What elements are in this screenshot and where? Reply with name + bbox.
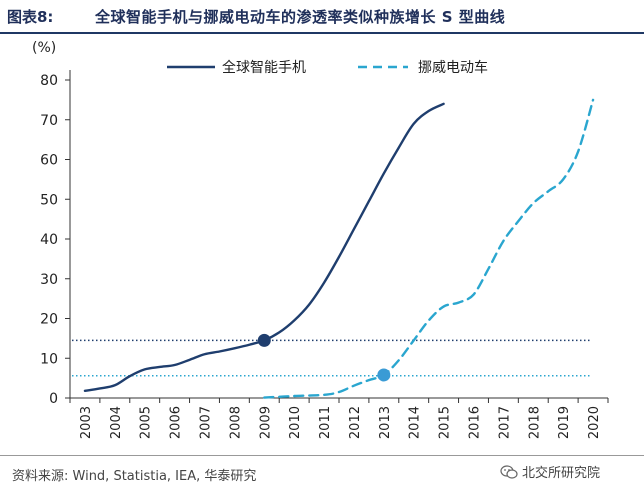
y-tick-label: 80 xyxy=(40,73,58,89)
x-tick-label: 2018 xyxy=(527,406,542,439)
y-tick-label: 10 xyxy=(40,351,58,367)
highlight-marker xyxy=(377,368,391,382)
chart-svg: 0 10 20 30 40 50 60 70 80 2003 2004 2005 2006 2007 200… xyxy=(40,59,609,439)
y-tick-label: 0 xyxy=(49,391,58,407)
y-tick-label: 70 xyxy=(40,113,58,129)
watermark-text: 北交所研究院 xyxy=(522,466,601,481)
x-tick-label: 2004 xyxy=(109,406,124,439)
x-tick-label: 2009 xyxy=(258,406,273,439)
figure-label: 图表8: xyxy=(7,8,54,26)
x-tick-label: 2015 xyxy=(438,406,453,439)
footer: 资料来源: Wind, Statistia, IEA, 华泰研究 北交所研究院 xyxy=(0,455,644,490)
x-tick-label: 2013 xyxy=(378,406,393,439)
x-tick-label: 2010 xyxy=(288,406,303,439)
x-tick-label: 2019 xyxy=(557,406,572,439)
x-tick-label: 2014 xyxy=(408,406,423,439)
x-tick-label: 2005 xyxy=(139,406,154,439)
x-tick-label: 2006 xyxy=(169,406,184,439)
y-tick-label: 50 xyxy=(40,192,58,208)
legend-label: 挪威电动车 xyxy=(418,59,488,76)
x-tick-label: 2007 xyxy=(199,406,214,439)
chart-title: 全球智能手机与挪威电动车的渗透率类似种族增长 S 型曲线 xyxy=(95,8,506,26)
highlight-marker xyxy=(257,333,271,347)
series-line-norway-ev xyxy=(263,98,595,399)
x-tick-label: 2016 xyxy=(468,406,483,439)
x-tick-label: 2012 xyxy=(348,406,363,439)
y-tick-label: 20 xyxy=(40,312,58,328)
watermark: 北交所研究院 xyxy=(500,462,600,481)
y-tick-label: 60 xyxy=(40,153,58,169)
source-note: 资料来源: Wind, Statistia, IEA, 华泰研究 xyxy=(12,469,257,484)
y-tick-label: 40 xyxy=(40,232,58,248)
series-line-smartphone xyxy=(83,102,445,393)
y-tick-label: 30 xyxy=(40,272,58,288)
x-tick-label: 2003 xyxy=(79,406,94,439)
x-tick-label: 2011 xyxy=(318,406,333,439)
x-tick-label: 2008 xyxy=(228,406,243,439)
wechat-icon xyxy=(500,464,518,479)
x-tick-label: 2017 xyxy=(497,406,512,439)
legend-label: 全球智能手机 xyxy=(222,59,306,76)
x-tick-label: 2020 xyxy=(587,406,602,439)
title-bar: 图表8: 全球智能手机与挪威电动车的渗透率类似种族增长 S 型曲线 xyxy=(0,0,644,34)
y-unit-label: (%) xyxy=(32,40,57,56)
